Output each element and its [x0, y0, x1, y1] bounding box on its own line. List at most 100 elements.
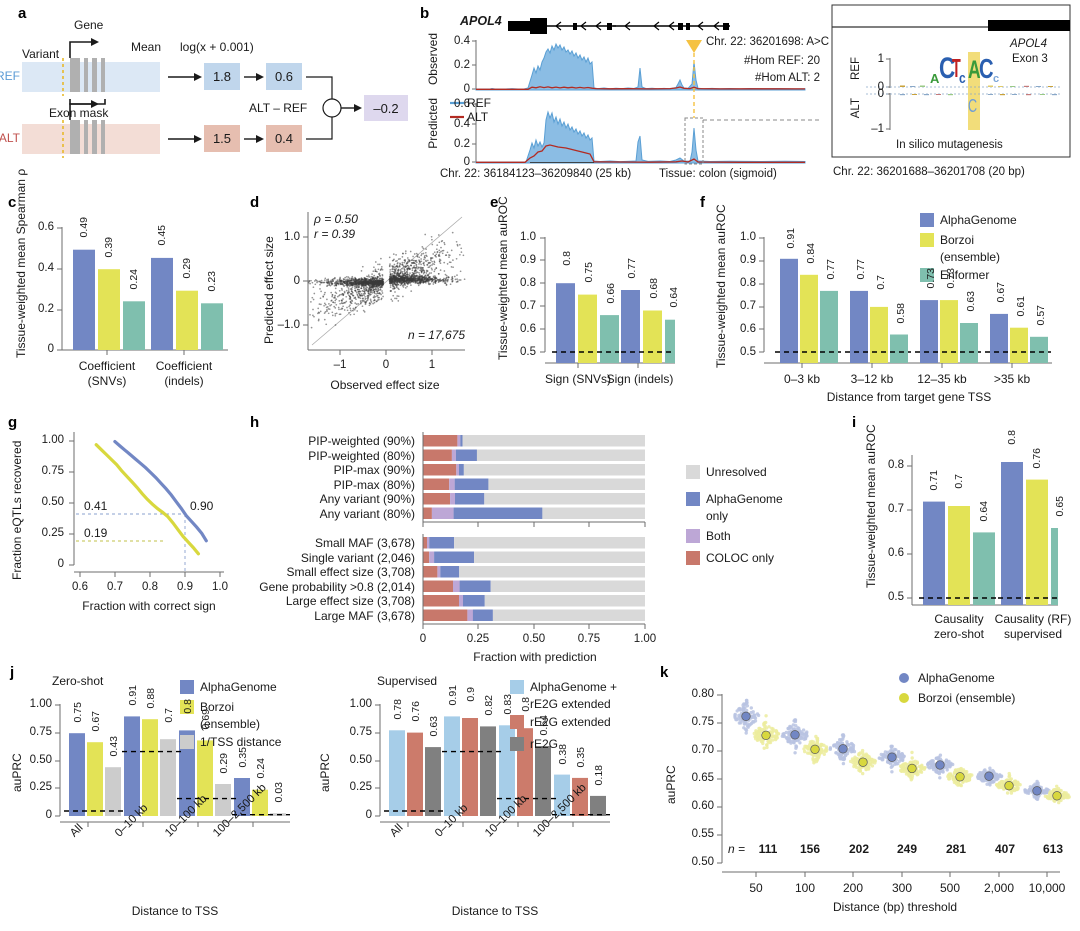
panel-i-xtick-0-l1: Causality [934, 612, 984, 626]
panel-b-inset-alt-tick-0: 0 [877, 88, 884, 100]
bar-value: 0.18 [593, 765, 605, 786]
panel-k-xtick-1: 100 [794, 881, 816, 895]
legend-item-borzoi-sub: (ensemble) [200, 717, 261, 731]
legend-item-re2g: rE2G [530, 737, 559, 751]
logo-letter-c1: C [939, 52, 956, 85]
panel-b-inset-alt-label: ALT [850, 98, 862, 119]
row-label: PIP-max (80%) [333, 477, 415, 492]
panel-f-ytick-06: 0.6 [740, 323, 756, 335]
bar-value: 0.91 [785, 228, 797, 249]
bar-value: 0.76 [1031, 448, 1043, 469]
panel-b-variant-call: Chr. 22: 36201698: A>C [706, 36, 830, 48]
panel-b-observed-label: Observed [426, 33, 440, 86]
panel-h-row-labels-top: PIP-weighted (90%) PIP-weighted (80%) PI… [180, 434, 415, 521]
bar-value: 0.78 [392, 699, 404, 720]
legend-item-borzoi: Borzoi (ensemble) [918, 691, 1016, 705]
panel-g-xtick-0: 0.6 [72, 581, 88, 593]
legend-item-alphagenome: AlphaGenome [940, 213, 1017, 227]
panel-b-obs-tick-00: 0 [463, 83, 470, 95]
row-label: PIP-weighted (90%) [308, 434, 415, 448]
panel-b-inset-coords: Chr. 22: 36201688–36201708 (20 bp) [833, 166, 1025, 178]
panel-k-xtick-6: 10,000 [1028, 881, 1066, 895]
panel-f-ytick-09: 0.9 [740, 254, 756, 266]
panel-b-gene-name: APOL4 [460, 14, 502, 28]
panel-j-left-ytick-025: 0.25 [29, 781, 52, 793]
panel-k-ytick-080: 0.80 [691, 688, 714, 700]
panel-b-pred-tick-02: 0.2 [454, 138, 470, 150]
panel-g-annot-ag: 0.41 [84, 499, 108, 513]
bar-value: 0.88 [145, 688, 157, 709]
bar-value: 0.7 [875, 275, 887, 290]
panel-k-ytick-050: 0.50 [691, 856, 714, 868]
panel-j-left-ytick-100: 1.00 [29, 698, 52, 710]
panel-a-ref-label: REF [0, 69, 20, 83]
panel-b-inset-exon: Exon 3 [1012, 53, 1048, 65]
row-label: Single variant (2,046) [300, 550, 415, 565]
legend-item-borzoi: Borzoi [200, 700, 235, 714]
panel-a-ref-mean-value: 1.8 [212, 69, 232, 84]
bar-value: 0.29 [181, 258, 193, 279]
bar-value: 0.23 [206, 271, 218, 292]
panel-j-left-ytick-050: 0.50 [29, 754, 52, 766]
panel-k-n-prefix: n = [728, 842, 746, 856]
panel-b-legend-alt: ALT [467, 110, 489, 124]
panel-g-ytick-0: 0 [57, 558, 64, 570]
panel-k-xlabel: Distance (bp) threshold [832, 900, 958, 914]
panel-d-ytick-1: 1.0 [284, 231, 300, 243]
bar-value: 0.67 [90, 711, 102, 732]
panel-d-rho: ρ = 0.50 [314, 212, 358, 226]
panel-b-pred-tick-06: 0.6 [454, 98, 470, 110]
panel-a: a [0, 0, 420, 182]
logo-letter-alt-c: C [968, 96, 978, 116]
panel-b: b APOL4 [420, 0, 829, 182]
panel-g-xtick-3: 0.9 [177, 581, 193, 593]
legend-item-alphagenome-only-sub: only [706, 509, 729, 523]
panel-e: e Tissue-weighted mean auROC 1.0 0.9 0.8… [490, 190, 690, 410]
panel-d-xtick-0: 0 [382, 359, 390, 371]
panel-b-pred-tick-04: 0.4 [454, 118, 470, 130]
panel-d-ytick-0: 0 [293, 275, 300, 287]
bar-value: 0.49 [78, 217, 90, 238]
panel-k-xtick-5: 2,000 [983, 881, 1015, 895]
panel-f-xtick-0: 0–3 kb [783, 372, 821, 386]
legend-item-both: Both [706, 529, 731, 543]
panel-e-xtick-1: Sign (indels) [606, 372, 674, 386]
panel-b-obs-tick-02: 0.2 [454, 59, 470, 71]
panel-h-xtick-075: 0.75 [577, 633, 601, 645]
bar-value: 0.75 [583, 262, 595, 283]
row-label: Large effect size (3,708) [285, 594, 415, 608]
panel-k-ytick-075: 0.75 [691, 716, 714, 728]
panel-c-xtick-1-l2: (indels) [164, 374, 204, 388]
bar-value: 0.43 [108, 736, 120, 757]
bar-value: 0.38 [557, 744, 569, 765]
panel-f-ytick-08: 0.8 [740, 277, 756, 289]
panel-h-xtick-0: 0 [419, 633, 427, 645]
panel-k-xtick-0: 50 [749, 881, 763, 895]
panel-b-obs-tick-04: 0.4 [454, 35, 470, 47]
panel-d-xtick-m1: –1 [333, 359, 347, 371]
panel-f-ytick-05: 0.5 [740, 346, 756, 358]
panel-i-label: i [852, 414, 857, 431]
panel-g-label: g [8, 414, 18, 431]
panel-a-ref-log-value: 0.6 [274, 69, 294, 84]
panel-d: d Predicted effect size ρ = 0.50 r = 0.3… [250, 190, 500, 410]
panel-i-ytick-07: 0.7 [888, 503, 904, 515]
bar-value: 0.63 [965, 291, 977, 312]
bar-value: 0.71 [928, 470, 940, 491]
bar-value: 0.63 [428, 716, 440, 737]
panel-g-ytick-075: 0.75 [41, 465, 64, 477]
panel-e-ytick-06: 0.6 [520, 323, 536, 335]
panel-d-r: r = 0.39 [314, 227, 356, 241]
bar-value: 0.82 [483, 695, 495, 716]
panel-f: f Tissue-weighted mean auROC [620, 190, 1080, 410]
panel-b-predicted-label: Predicted [426, 98, 440, 149]
panel-e-ytick-10: 1.0 [520, 231, 536, 243]
panel-b-inset-logo-ref: A C T c A C c [930, 52, 1010, 88]
panel-k-n-4: 281 [945, 842, 967, 856]
row-label: PIP-weighted (80%) [308, 448, 415, 463]
row-label: Large MAF (3,678) [314, 608, 415, 623]
row-label: Gene probability >0.8 (2,014) [259, 579, 415, 594]
panel-a-exon-mask-label: Exon mask [49, 106, 109, 120]
bar-value: 0.45 [156, 225, 168, 246]
panel-c-ytick-06: 0.6 [38, 221, 54, 233]
